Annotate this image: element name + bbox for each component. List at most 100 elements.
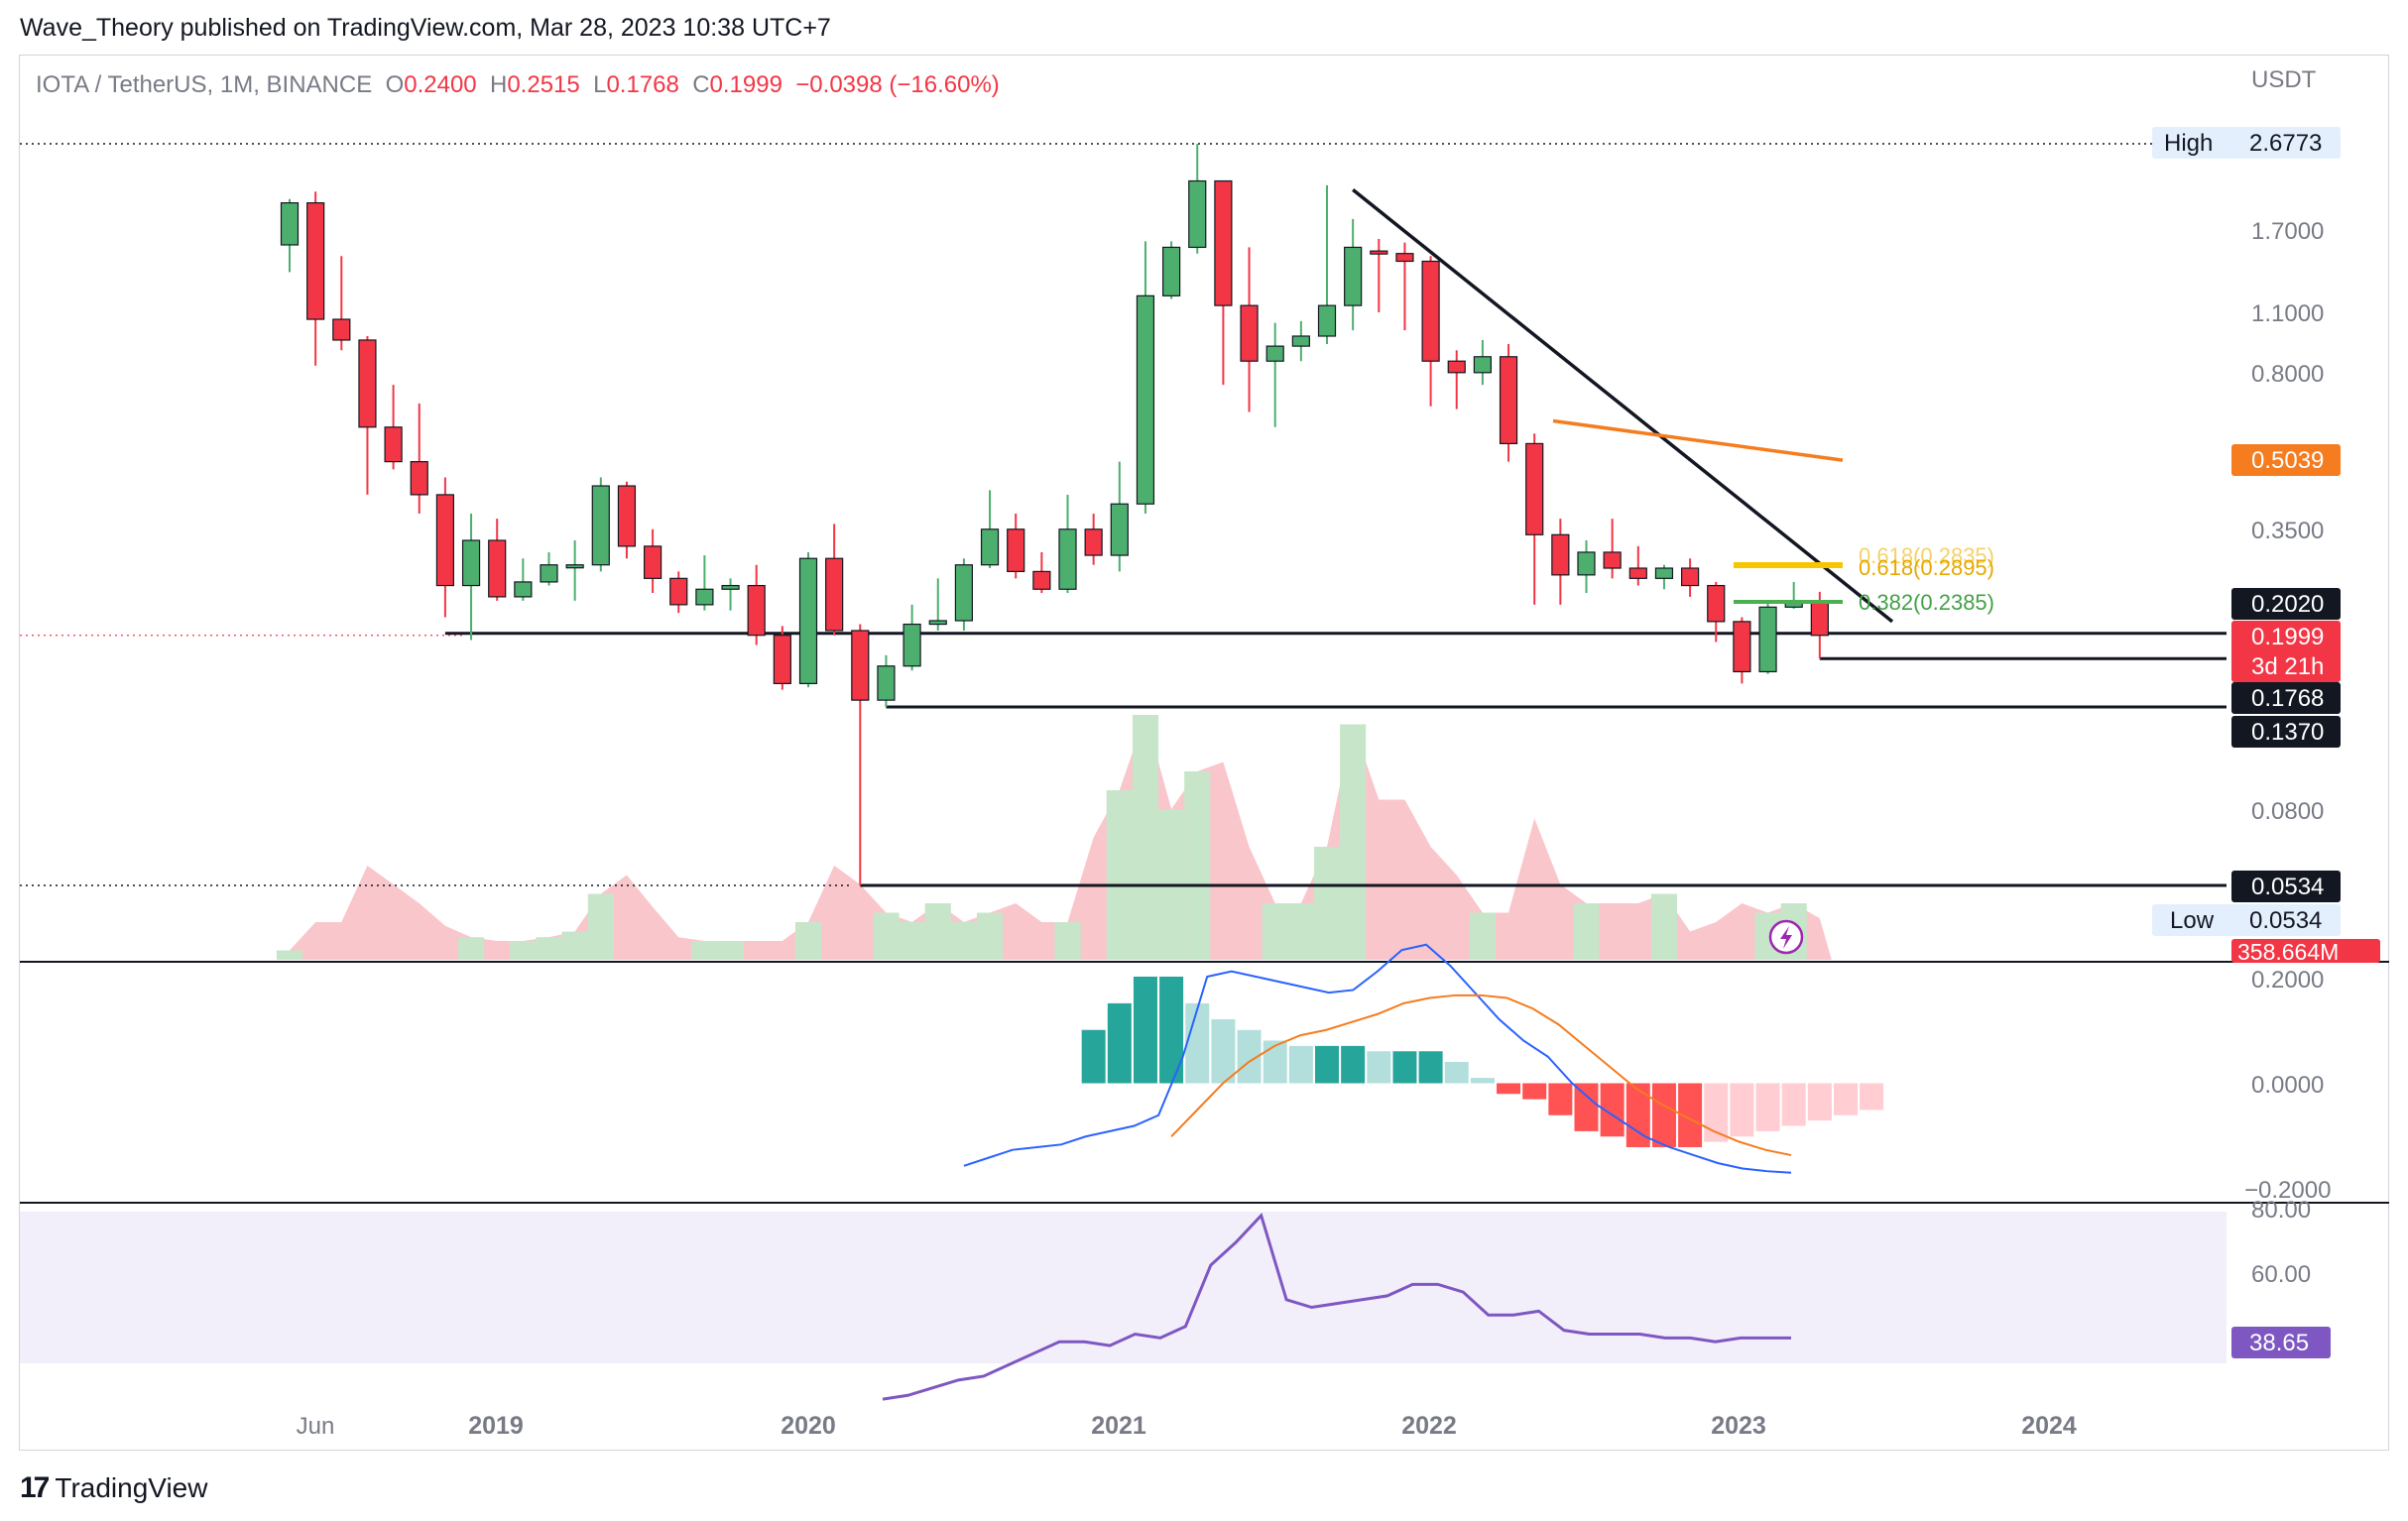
candle-down xyxy=(1680,567,1700,587)
volume-badge: 358.664M xyxy=(2237,939,2339,965)
volume-up-segment xyxy=(457,937,485,960)
volume-up-segment xyxy=(950,922,977,960)
candle-down xyxy=(1628,567,1647,579)
macd-histogram-bar xyxy=(1470,1078,1495,1084)
macd-line xyxy=(963,943,1792,1174)
candle-up xyxy=(903,623,921,667)
macd-histogram-bar xyxy=(1548,1083,1573,1115)
candle-down xyxy=(1007,528,1025,572)
level-badge-0.0534-bg xyxy=(2231,871,2341,902)
low-label: L xyxy=(593,71,607,98)
macd-histogram-bar xyxy=(1159,977,1184,1084)
candle-down xyxy=(332,318,351,341)
candle-down xyxy=(1499,356,1518,444)
time-label-2020: 2020 xyxy=(781,1412,836,1440)
high-label: H xyxy=(489,71,508,98)
volume-up-segment xyxy=(1184,771,1211,960)
candle-up xyxy=(1058,528,1077,590)
volume-up-segment xyxy=(1313,847,1341,960)
extreme-level-lines xyxy=(20,143,2157,886)
candle-down xyxy=(1240,304,1259,362)
high-badge-value: 2.6773 xyxy=(2249,130,2322,157)
candle-down xyxy=(1421,260,1440,362)
candle-down xyxy=(1447,360,1466,374)
candle-down xyxy=(410,461,428,496)
candle-up xyxy=(1265,345,1284,362)
candle-up xyxy=(1577,551,1596,576)
macd-histogram-bar xyxy=(1211,1019,1236,1084)
candle-up xyxy=(798,557,818,684)
rsi-tick-label: 80.00 xyxy=(2251,1197,2311,1224)
candle-down xyxy=(1395,253,1414,263)
fib-382-label: 0.382(0.2385) xyxy=(1859,590,1994,615)
macd-histogram-bar xyxy=(1730,1083,1754,1137)
candle-down xyxy=(643,545,662,579)
candle-up xyxy=(461,539,481,587)
volume-up-segment xyxy=(510,941,537,960)
macd-histogram-bar xyxy=(1651,1083,1676,1147)
candle-up xyxy=(1344,246,1363,306)
candle-down xyxy=(1370,250,1388,255)
macd-histogram-bar xyxy=(1185,1002,1210,1084)
candle-up xyxy=(565,564,584,569)
rsi-line xyxy=(882,1212,1791,1401)
macd-histogram-bar xyxy=(1288,1045,1313,1084)
price-tick-label: 1.1000 xyxy=(2251,300,2324,327)
open-label: O xyxy=(385,71,405,98)
volume-fill xyxy=(278,715,1832,960)
ma-value-badge-bg xyxy=(2231,444,2341,476)
macd-histogram-bar xyxy=(1522,1083,1547,1100)
volume-up-segment xyxy=(587,893,614,960)
macd-pane xyxy=(20,943,2389,1174)
rsi-value-badge-bg xyxy=(2231,1327,2331,1358)
volume-up-segment xyxy=(536,937,562,960)
candle-down xyxy=(1032,570,1051,590)
candle-down xyxy=(1214,179,1233,306)
candle-up xyxy=(1136,294,1155,505)
macd-histogram-bar xyxy=(1807,1083,1832,1121)
macd-histogram-bar xyxy=(1081,1029,1106,1084)
volume-area xyxy=(276,715,1832,960)
candle-down xyxy=(488,539,507,598)
candle-up xyxy=(1758,606,1777,673)
macd-histogram-bar xyxy=(1341,1045,1366,1084)
level-badge-0.1370: 0.1370 xyxy=(2251,719,2324,746)
candle-up xyxy=(1188,179,1207,249)
price-axis: USDT 1.7000 1.1000 0.8000 0.3500 0.0800 High 2.… xyxy=(2152,66,2380,1358)
macd-histogram-bar xyxy=(1860,1083,1884,1111)
volume-up-segment xyxy=(1287,903,1314,960)
candle-up xyxy=(721,584,740,590)
candle-up xyxy=(954,564,974,622)
high-badge-label: High xyxy=(2164,130,2213,157)
time-label-2019: 2019 xyxy=(468,1412,524,1440)
candle-down xyxy=(773,635,791,684)
chart-frame xyxy=(19,55,2389,1451)
macd-histogram-bar xyxy=(1755,1083,1780,1131)
low-badge-bg xyxy=(2152,904,2341,936)
volume-up-segment xyxy=(561,931,588,960)
high-badge-bg xyxy=(2152,127,2341,159)
volume-up-segment xyxy=(873,912,900,960)
candle-up xyxy=(514,581,533,598)
macd-tick-label: 0.2000 xyxy=(2251,967,2324,994)
volume-up-segment xyxy=(924,903,951,960)
rsi-pane xyxy=(20,1202,2389,1401)
lightning-bolt-glyph xyxy=(1780,926,1792,949)
macd-histogram-bar xyxy=(1263,1040,1287,1084)
price-tick-label: 0.3500 xyxy=(2251,518,2324,544)
rsi-value-badge: 38.65 xyxy=(2249,1330,2309,1356)
volume-up-segment xyxy=(1469,912,1496,960)
tradingview-brand[interactable]: 17 TradingView xyxy=(20,1471,207,1505)
level-badge-0.2020-bg xyxy=(2231,588,2341,620)
volume-badge-bg xyxy=(2231,939,2380,963)
last-price-badge: 0.1999 xyxy=(2251,624,2324,650)
support-levels xyxy=(444,632,2227,887)
candle-up xyxy=(1161,246,1181,296)
low-value: 0.1768 xyxy=(606,71,679,98)
brand-name: TradingView xyxy=(55,1472,208,1503)
macd-histogram-bar xyxy=(1444,1062,1469,1084)
drawings: 0.618(0.2835)0.618(0.2895) 0.382(0.2385) xyxy=(1352,188,1994,955)
candle-up xyxy=(928,620,947,626)
fib-618-shadow-label: 0.618(0.2835) xyxy=(1859,543,1994,568)
